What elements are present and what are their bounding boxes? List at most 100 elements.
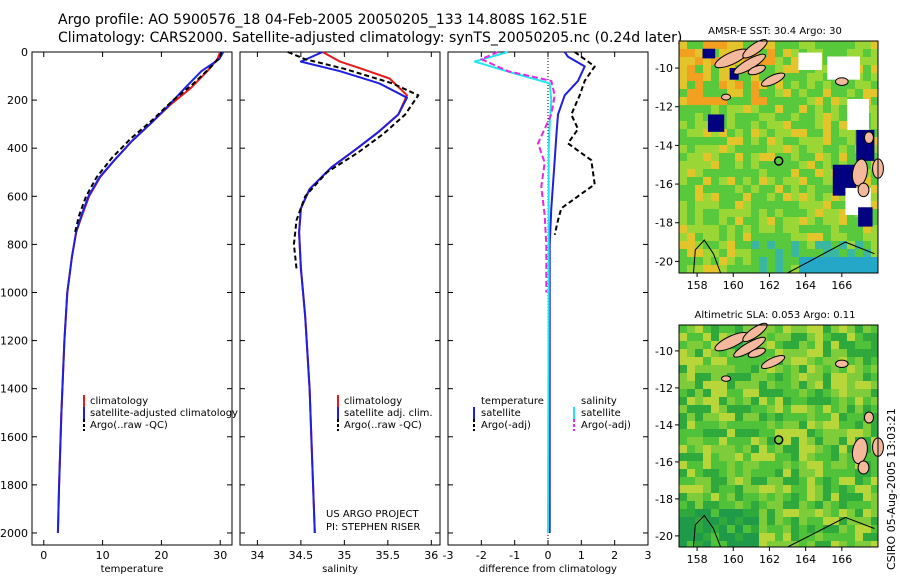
- map-cell: [703, 249, 711, 257]
- map-cell: [711, 349, 719, 357]
- map-cell: [775, 413, 783, 421]
- map-cell: [711, 541, 719, 547]
- map-cell: [783, 453, 791, 461]
- map-cell: [687, 153, 695, 161]
- map-cell: [695, 349, 703, 357]
- map-cell: [751, 437, 759, 445]
- series-temperature-satellite: [548, 51, 586, 533]
- map-cell: [799, 137, 807, 145]
- map-cell: [855, 469, 863, 477]
- map-cell: [855, 533, 863, 541]
- map-cell: [759, 217, 767, 225]
- map-cell: [871, 493, 878, 501]
- map-cell: [679, 541, 687, 547]
- map-cell: [703, 201, 711, 209]
- map-cell: [703, 145, 711, 153]
- map-cell: [815, 249, 823, 257]
- y-tick-label: 400: [7, 142, 28, 155]
- map-cell: [679, 333, 687, 341]
- map-cell: [847, 249, 855, 257]
- map-cell: [791, 445, 799, 453]
- map-cell: [703, 169, 711, 177]
- map-cell: [735, 169, 743, 177]
- map-cell: [791, 49, 799, 57]
- map-cell: [679, 249, 687, 257]
- lat-tick-label: -12: [655, 382, 673, 395]
- map-cell: [855, 509, 863, 517]
- map-cell: [703, 485, 711, 493]
- map-cell: [791, 145, 799, 153]
- map-cell: [847, 509, 855, 517]
- map-cell: [679, 105, 687, 113]
- map-cell: [831, 89, 839, 97]
- map-cell: [743, 153, 751, 161]
- map-cell: [855, 265, 863, 273]
- map-cell: [727, 469, 735, 477]
- map-cell: [831, 349, 839, 357]
- map-cell: [695, 525, 703, 533]
- map-cell: [727, 241, 735, 249]
- map-cell: [871, 57, 878, 65]
- map-cell: [775, 145, 783, 153]
- map-cell: [831, 257, 839, 265]
- map-cell: [847, 81, 855, 89]
- map-cell: [711, 137, 719, 145]
- map-cell: [711, 517, 719, 525]
- map-cell: [783, 517, 791, 525]
- map-cell: [839, 113, 847, 121]
- map-cell: [839, 153, 847, 161]
- map-cell: [727, 145, 735, 153]
- map-cell: [687, 113, 695, 121]
- map-cell: [719, 241, 727, 249]
- map-cell: [735, 257, 743, 265]
- x-tick-label: 0: [545, 549, 552, 562]
- map-cell: [727, 121, 735, 129]
- map-cell: [727, 517, 735, 525]
- map-cell: [687, 389, 695, 397]
- map-cell: [703, 533, 711, 541]
- map-cell: [815, 177, 823, 185]
- map-cell: [839, 509, 847, 517]
- map-cell: [775, 233, 783, 241]
- island: [857, 460, 870, 475]
- map-cell: [767, 493, 775, 501]
- map-cell: [727, 161, 735, 169]
- map-cell: [735, 41, 743, 49]
- map-cell: [711, 469, 719, 477]
- map-cell: [743, 429, 751, 437]
- map-cell: [783, 121, 791, 129]
- lon-tick-label: 164: [795, 553, 816, 566]
- y-tick-label: 200: [7, 94, 28, 107]
- map-cell: [751, 357, 759, 365]
- map-cell: [839, 265, 847, 273]
- map-cell: [807, 429, 815, 437]
- map-cell: [831, 241, 839, 249]
- lat-tick-label: -16: [655, 456, 673, 469]
- map-cell: [711, 177, 719, 185]
- map-cell: [767, 169, 775, 177]
- map-cell: [871, 429, 878, 437]
- map-cell: [807, 517, 815, 525]
- map-cell: [711, 129, 719, 137]
- map-cell: [687, 485, 695, 493]
- map-cell: [743, 325, 751, 333]
- map-cell: [703, 389, 711, 397]
- map-cell: [791, 41, 799, 49]
- map-cell: [831, 405, 839, 413]
- map-cell: [751, 145, 759, 153]
- map-cell: [791, 325, 799, 333]
- map-cell: [743, 113, 751, 121]
- map-cell: [783, 533, 791, 541]
- map-cell: [767, 161, 775, 169]
- map-cell: [719, 201, 727, 209]
- map-cell: [815, 493, 823, 501]
- map-cell: [823, 405, 831, 413]
- map-cell: [831, 365, 839, 373]
- map-cell: [719, 145, 727, 153]
- map-cell: [679, 41, 687, 49]
- map-cell: [775, 65, 783, 73]
- map-cell: [687, 437, 695, 445]
- map-cell: [743, 405, 751, 413]
- map-cell: [871, 405, 878, 413]
- map-cell: [871, 153, 878, 161]
